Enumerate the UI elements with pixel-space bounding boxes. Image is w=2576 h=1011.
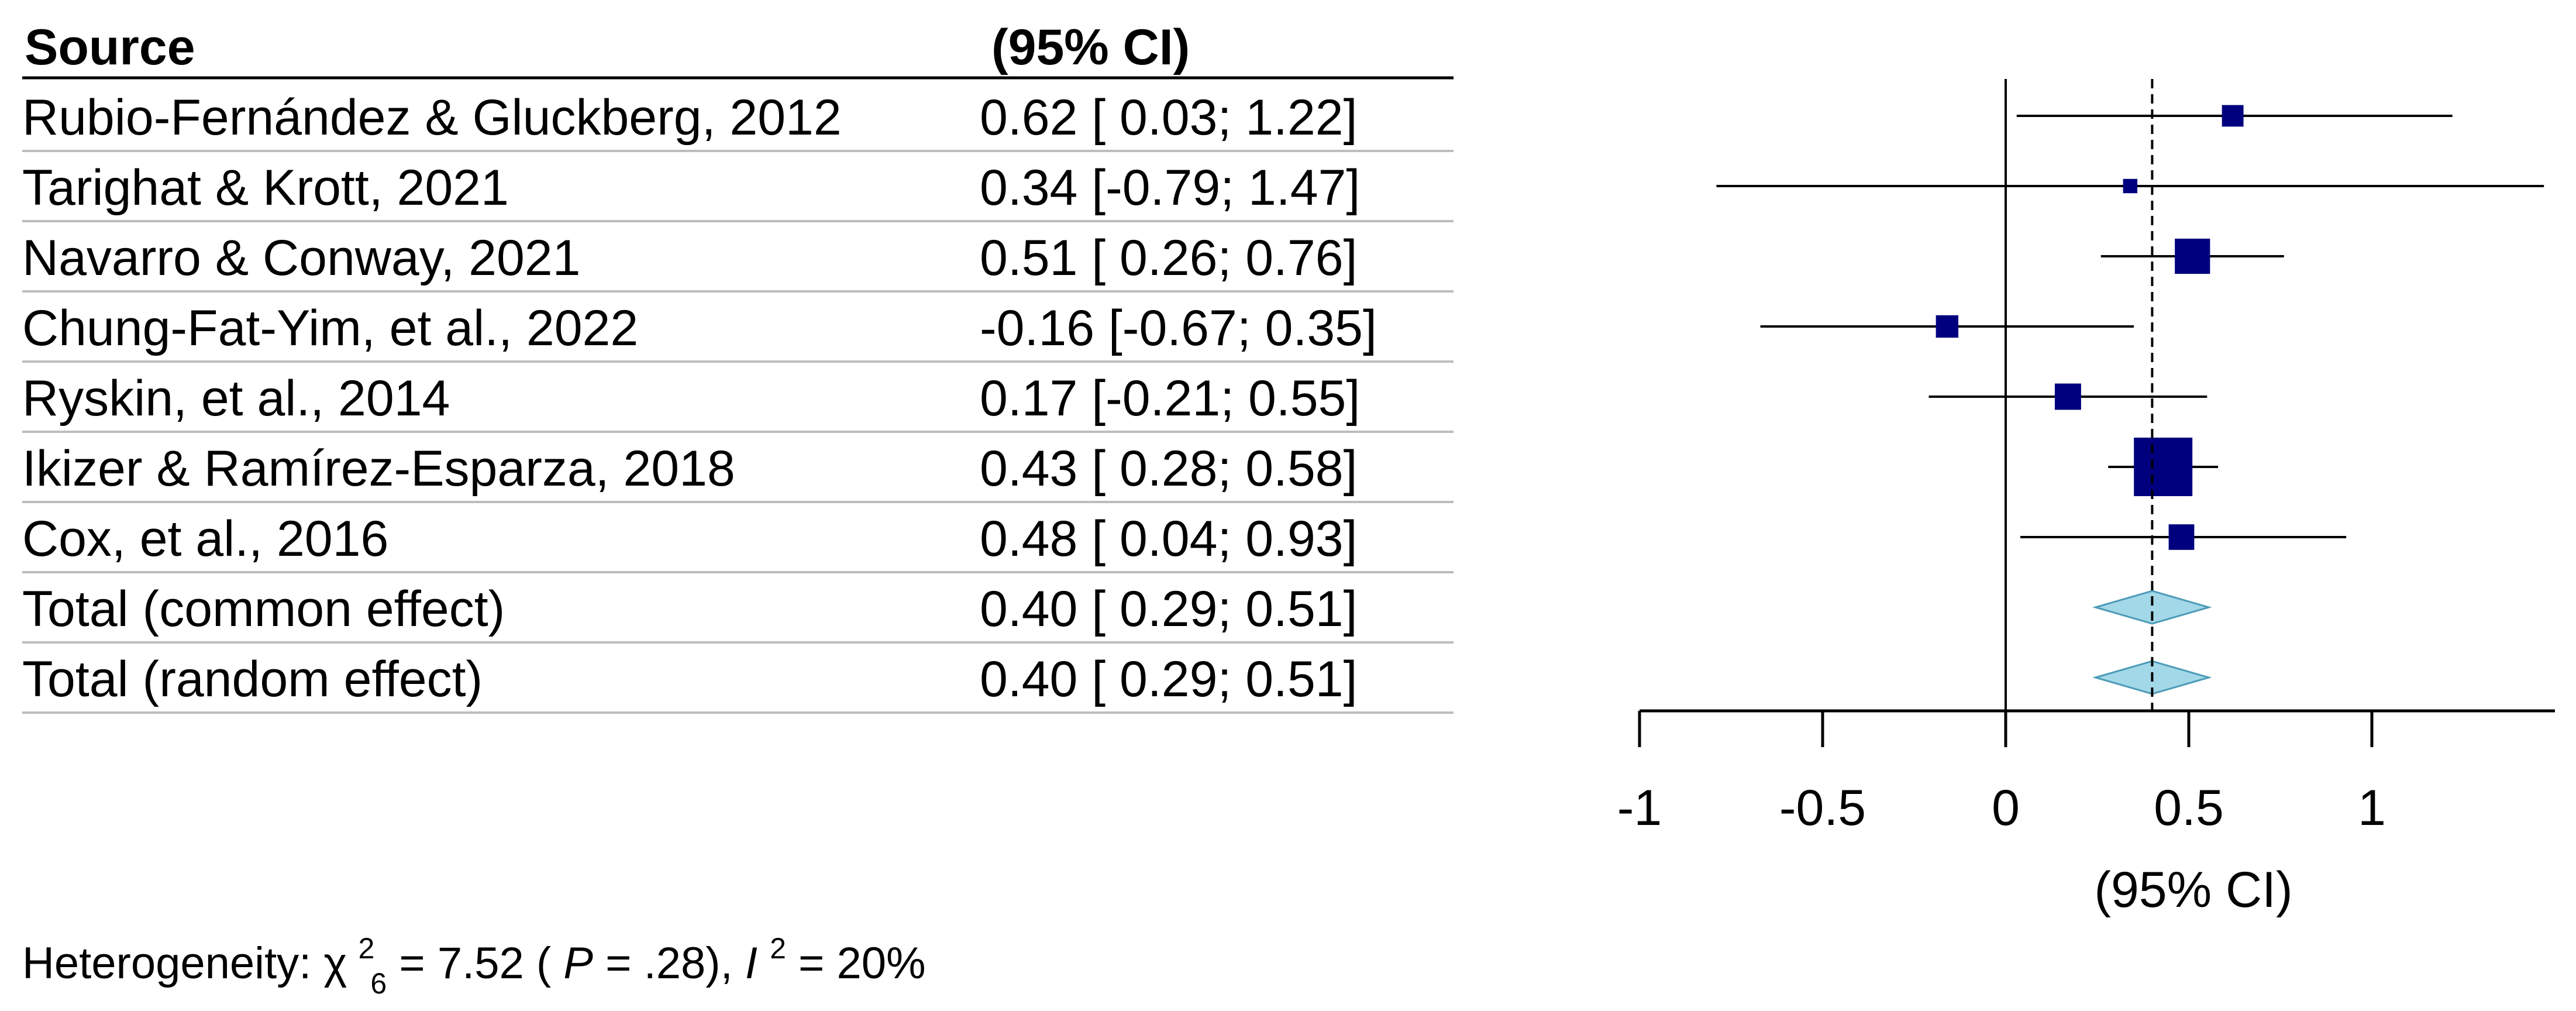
plot-area: -1 -0.5 0 0.5 1 (95% CI) — [1617, 79, 2555, 918]
effect-square — [1936, 315, 1959, 338]
study-ci-value: 0.17 [-0.21; 0.55] — [980, 370, 1360, 427]
effect-square — [2123, 178, 2138, 194]
p-symbol: P — [563, 938, 593, 988]
study-ci-value: 0.62 [ 0.03; 1.22] — [980, 90, 1358, 146]
study-ci-value: -0.16 [-0.67; 0.35] — [980, 300, 1377, 356]
pooled-diamond — [2092, 590, 2212, 625]
chi-value: = 7.52 ( — [399, 938, 551, 988]
x-tick-label: -0.5 — [1779, 780, 1866, 836]
study-label: Tarighat & Krott, 2021 — [22, 160, 509, 216]
i-superscript: 2 — [770, 932, 786, 965]
x-axis-label: (95% CI) — [2094, 862, 2292, 918]
total-ci-value: 0.40 [ 0.29; 0.51] — [980, 651, 1358, 707]
i-squared-value: = 20% — [798, 938, 926, 988]
heterogeneity-statistic: Heterogeneity: χ 2 6 = 7.52 ( P = .28), … — [22, 919, 926, 1003]
total-label: Total (random effect) — [22, 651, 483, 707]
effect-square — [2175, 238, 2210, 274]
effect-square — [2168, 524, 2195, 550]
chi-symbol: χ — [323, 938, 347, 988]
effect-square — [2222, 105, 2244, 127]
p-value: = .28), — [605, 938, 745, 988]
study-label: Ryskin, et al., 2014 — [22, 370, 450, 427]
ci-column-header: (95% CI) — [991, 19, 1190, 75]
x-tick-label: -1 — [1617, 780, 1662, 836]
study-ci-value: 0.34 [-0.79; 1.47] — [980, 160, 1360, 216]
study-label: Chung-Fat-Yim, et al., 2022 — [22, 300, 638, 356]
i-symbol: I — [745, 938, 757, 988]
study-label: Navarro & Conway, 2021 — [22, 230, 580, 286]
effect-square — [2054, 383, 2081, 410]
study-label: Cox, et al., 2016 — [22, 511, 388, 567]
x-tick-label: 1 — [2358, 780, 2386, 836]
effect-square — [2134, 438, 2193, 496]
heterogeneity-prefix: Heterogeneity: — [22, 938, 323, 988]
x-tick-label: 0 — [1992, 780, 2020, 836]
total-ci-value: 0.40 [ 0.29; 0.51] — [980, 581, 1358, 637]
study-ci-value: 0.43 [ 0.28; 0.58] — [980, 441, 1358, 497]
chi-superscript: 2 — [358, 932, 374, 965]
chi-subscript: 6 — [370, 967, 387, 1000]
total-label: Total (common effect) — [22, 581, 505, 637]
x-tick-label: 0.5 — [2154, 780, 2224, 836]
study-ci-value: 0.48 [ 0.04; 0.93] — [980, 511, 1358, 567]
study-label: Ikizer & Ramírez-Esparza, 2018 — [22, 441, 735, 497]
study-table: Rubio-Fernández & Gluckberg, 2012 0.62 [ … — [22, 90, 1454, 714]
study-ci-value: 0.51 [ 0.26; 0.76] — [980, 230, 1358, 286]
study-label: Rubio-Fernández & Gluckberg, 2012 — [22, 90, 842, 146]
source-column-header: Source — [25, 19, 195, 75]
